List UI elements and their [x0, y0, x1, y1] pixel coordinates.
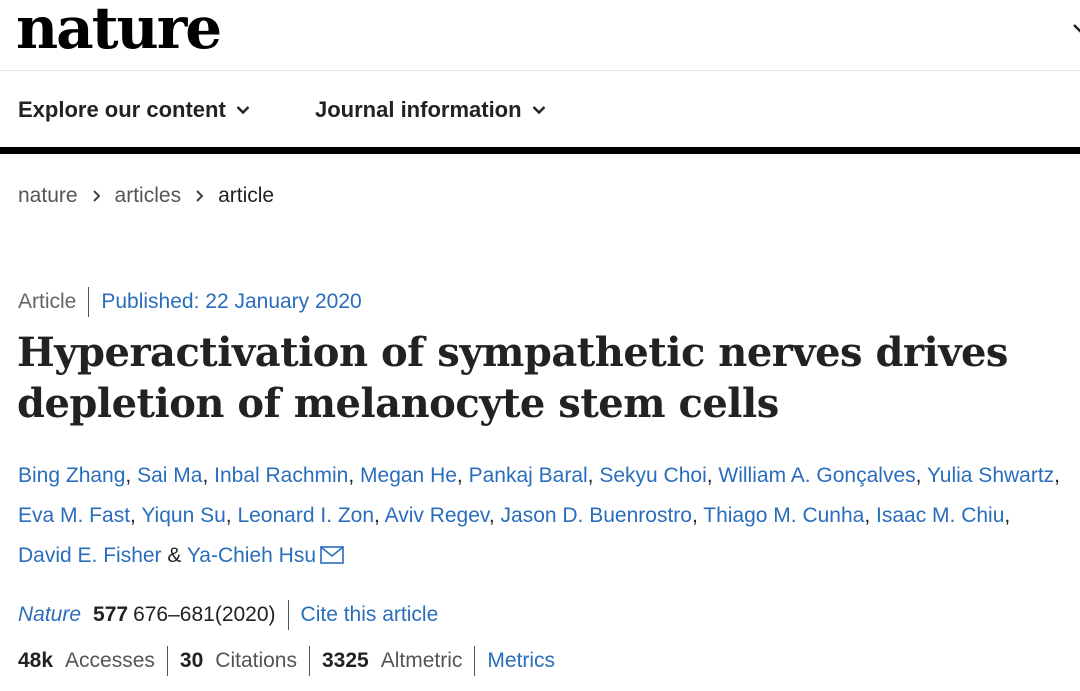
- author-separator: ,: [348, 464, 361, 487]
- author-separator: ,: [125, 464, 138, 487]
- nav-divider: [0, 147, 1080, 154]
- chevron-down-icon: [532, 106, 545, 115]
- author-separator: ,: [691, 504, 704, 527]
- author-separator: ,: [1054, 464, 1061, 487]
- breadcrumb-articles[interactable]: articles: [114, 184, 182, 207]
- author-link[interactable]: William A. Gonçalves: [718, 464, 916, 487]
- citation-separator: [287, 600, 289, 630]
- author-joiner: &: [161, 544, 187, 567]
- chevron-right-icon: [196, 190, 204, 202]
- breadcrumb-current: article: [218, 184, 275, 207]
- metric-separator: [166, 646, 168, 676]
- nav-journal-information[interactable]: Journal information: [315, 97, 546, 123]
- author-separator: ,: [1004, 504, 1011, 527]
- author-separator: ,: [915, 464, 927, 487]
- author-separator: ,: [864, 504, 877, 527]
- published-date: Published: 22 January 2020: [101, 290, 362, 313]
- chevron-right-icon: [92, 190, 100, 202]
- breadcrumb: nature articles article: [18, 184, 274, 208]
- metric-label: Altmetric: [380, 649, 463, 672]
- cite-this-article-link[interactable]: Cite this article: [300, 603, 439, 626]
- nature-logo[interactable]: nature: [16, 0, 222, 62]
- article-metrics: 48k Accesses 30 Citations 3325 Altmetric Metri…: [18, 646, 555, 676]
- author-link[interactable]: Bing Zhang: [18, 464, 126, 487]
- breadcrumb-nature[interactable]: nature: [18, 184, 78, 207]
- journal-volume: 577: [93, 603, 129, 626]
- meta-separator: [88, 287, 90, 317]
- author-separator: ,: [587, 464, 600, 487]
- author-separator: ,: [374, 504, 385, 527]
- metric-value: 48k: [18, 649, 54, 672]
- author-separator: ,: [130, 504, 142, 527]
- metric-value: 3325: [321, 649, 369, 672]
- metric-label: Accesses: [65, 649, 155, 672]
- account-chevron-icon[interactable]: [1072, 22, 1080, 34]
- metrics-link[interactable]: Metrics: [487, 649, 556, 672]
- metric-separator: [308, 646, 310, 676]
- author-separator: ,: [225, 504, 238, 527]
- nav-explore-label: Explore our content: [18, 97, 226, 122]
- author-link[interactable]: Ya-Chieh Hsu: [186, 544, 317, 567]
- article-title: Hyperactivation of sympathetic nerves dr…: [17, 329, 1008, 427]
- chevron-down-icon: [236, 106, 250, 115]
- author-link[interactable]: Aviv Regev: [384, 504, 489, 527]
- author-link[interactable]: Yiqun Su: [141, 504, 226, 527]
- citation-line: Nature 577 676–681(2020) Cite this artic…: [18, 600, 438, 630]
- journal-name[interactable]: Nature: [18, 603, 82, 626]
- author-list: Bing Zhang, Sai Ma, Inbal Rachmin, Megan…: [18, 456, 1068, 578]
- email-icon[interactable]: [320, 538, 344, 578]
- author-link[interactable]: Isaac M. Chiu: [876, 504, 1005, 527]
- metric-label: Citations: [215, 649, 297, 672]
- author-separator: ,: [706, 464, 719, 487]
- author-link[interactable]: Eva M. Fast: [18, 504, 131, 527]
- journal-pages: 676–681(2020): [133, 603, 276, 626]
- metric-separator: [474, 646, 476, 676]
- author-link[interactable]: Pankaj Baral: [468, 464, 588, 487]
- author-link[interactable]: Sekyu Choi: [599, 464, 707, 487]
- author-separator: ,: [488, 504, 501, 527]
- author-separator: ,: [456, 464, 469, 487]
- article-meta: Article Published: 22 January 2020: [18, 287, 362, 317]
- nav-explore-content[interactable]: Explore our content: [18, 97, 250, 123]
- author-link[interactable]: Inbal Rachmin: [214, 464, 349, 487]
- author-link[interactable]: Jason D. Buenrostro: [500, 504, 692, 527]
- author-separator: ,: [202, 464, 215, 487]
- metric-value: 30: [179, 649, 204, 672]
- author-link[interactable]: Sai Ma: [137, 464, 203, 487]
- author-link[interactable]: Megan He: [360, 464, 457, 487]
- author-link[interactable]: Yulia Shwartz: [926, 464, 1055, 487]
- main-nav: Explore our content Journal information: [0, 71, 1080, 148]
- author-link[interactable]: Thiago M. Cunha: [703, 504, 865, 527]
- article-type: Article: [18, 290, 77, 313]
- author-link[interactable]: Leonard I. Zon: [237, 504, 375, 527]
- author-link[interactable]: David E. Fisher: [18, 544, 162, 567]
- nav-journal-label: Journal information: [315, 97, 522, 122]
- masthead: nature: [0, 0, 1080, 71]
